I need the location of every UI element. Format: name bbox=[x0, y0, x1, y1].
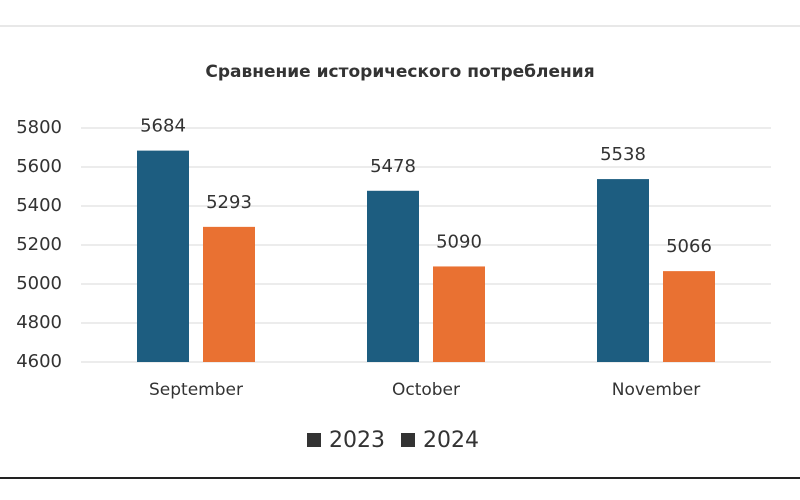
y-tick-label: 5000 bbox=[16, 273, 62, 294]
x-tick-label: October bbox=[392, 380, 460, 400]
chart-title: Сравнение исторического потребления bbox=[205, 62, 594, 82]
bar bbox=[663, 271, 715, 362]
y-tick-label: 5400 bbox=[16, 195, 62, 216]
y-tick-label: 5600 bbox=[16, 156, 62, 177]
bar bbox=[137, 150, 189, 362]
value-label: 5478 bbox=[370, 156, 416, 177]
legend-label: 2023 bbox=[329, 428, 385, 453]
bar bbox=[433, 266, 485, 362]
y-tick-label: 4800 bbox=[16, 312, 62, 333]
bar bbox=[203, 226, 255, 362]
value-label: 5066 bbox=[666, 236, 712, 257]
legend-marker bbox=[401, 433, 415, 447]
y-tick-label: 5800 bbox=[16, 117, 62, 138]
y-tick-label: 5200 bbox=[16, 234, 62, 255]
x-tick-label: November bbox=[612, 380, 700, 400]
value-label: 5090 bbox=[436, 231, 482, 252]
bar bbox=[597, 179, 649, 362]
bar bbox=[367, 190, 419, 362]
x-tick-label: September bbox=[149, 380, 243, 400]
value-label: 5293 bbox=[206, 192, 252, 213]
value-label: 5684 bbox=[140, 116, 186, 137]
value-label: 5538 bbox=[600, 144, 646, 165]
y-tick-label: 4600 bbox=[16, 351, 62, 372]
legend-marker bbox=[307, 433, 321, 447]
legend-label: 2024 bbox=[423, 428, 479, 453]
